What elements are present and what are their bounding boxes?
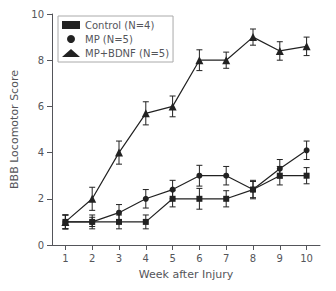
svg-text:8: 8 — [38, 55, 44, 66]
svg-text:5: 5 — [169, 253, 175, 264]
svg-text:3: 3 — [116, 253, 122, 264]
svg-text:6: 6 — [38, 101, 44, 112]
svg-text:4: 4 — [143, 253, 149, 264]
svg-text:MP (N=5): MP (N=5) — [85, 34, 133, 45]
svg-text:10: 10 — [31, 9, 44, 20]
svg-text:MP+BDNF (N=5): MP+BDNF (N=5) — [85, 48, 169, 59]
svg-text:1: 1 — [62, 253, 68, 264]
svg-text:Week after Injury: Week after Injury — [139, 268, 234, 281]
svg-text:2: 2 — [89, 253, 95, 264]
svg-text:8: 8 — [250, 253, 256, 264]
svg-text:BBB Locomotor Score: BBB Locomotor Score — [8, 70, 21, 189]
svg-text:2: 2 — [38, 193, 44, 204]
svg-text:4: 4 — [38, 147, 44, 158]
svg-text:10: 10 — [300, 253, 313, 264]
svg-text:9: 9 — [277, 253, 283, 264]
svg-text:7: 7 — [223, 253, 229, 264]
svg-text:6: 6 — [196, 253, 202, 264]
svg-text:Control (N=4): Control (N=4) — [85, 20, 154, 31]
svg-text:0: 0 — [38, 240, 44, 251]
